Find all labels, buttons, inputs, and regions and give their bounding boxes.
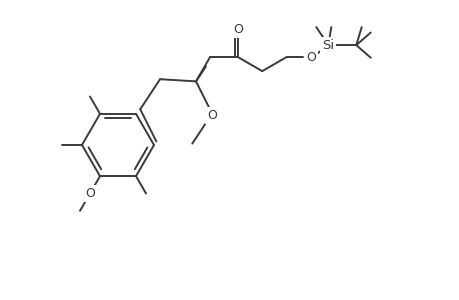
Text: O: O xyxy=(207,109,217,122)
Text: O: O xyxy=(306,51,315,64)
Text: Si: Si xyxy=(322,39,334,52)
Text: O: O xyxy=(233,23,242,36)
Text: O: O xyxy=(85,187,95,200)
